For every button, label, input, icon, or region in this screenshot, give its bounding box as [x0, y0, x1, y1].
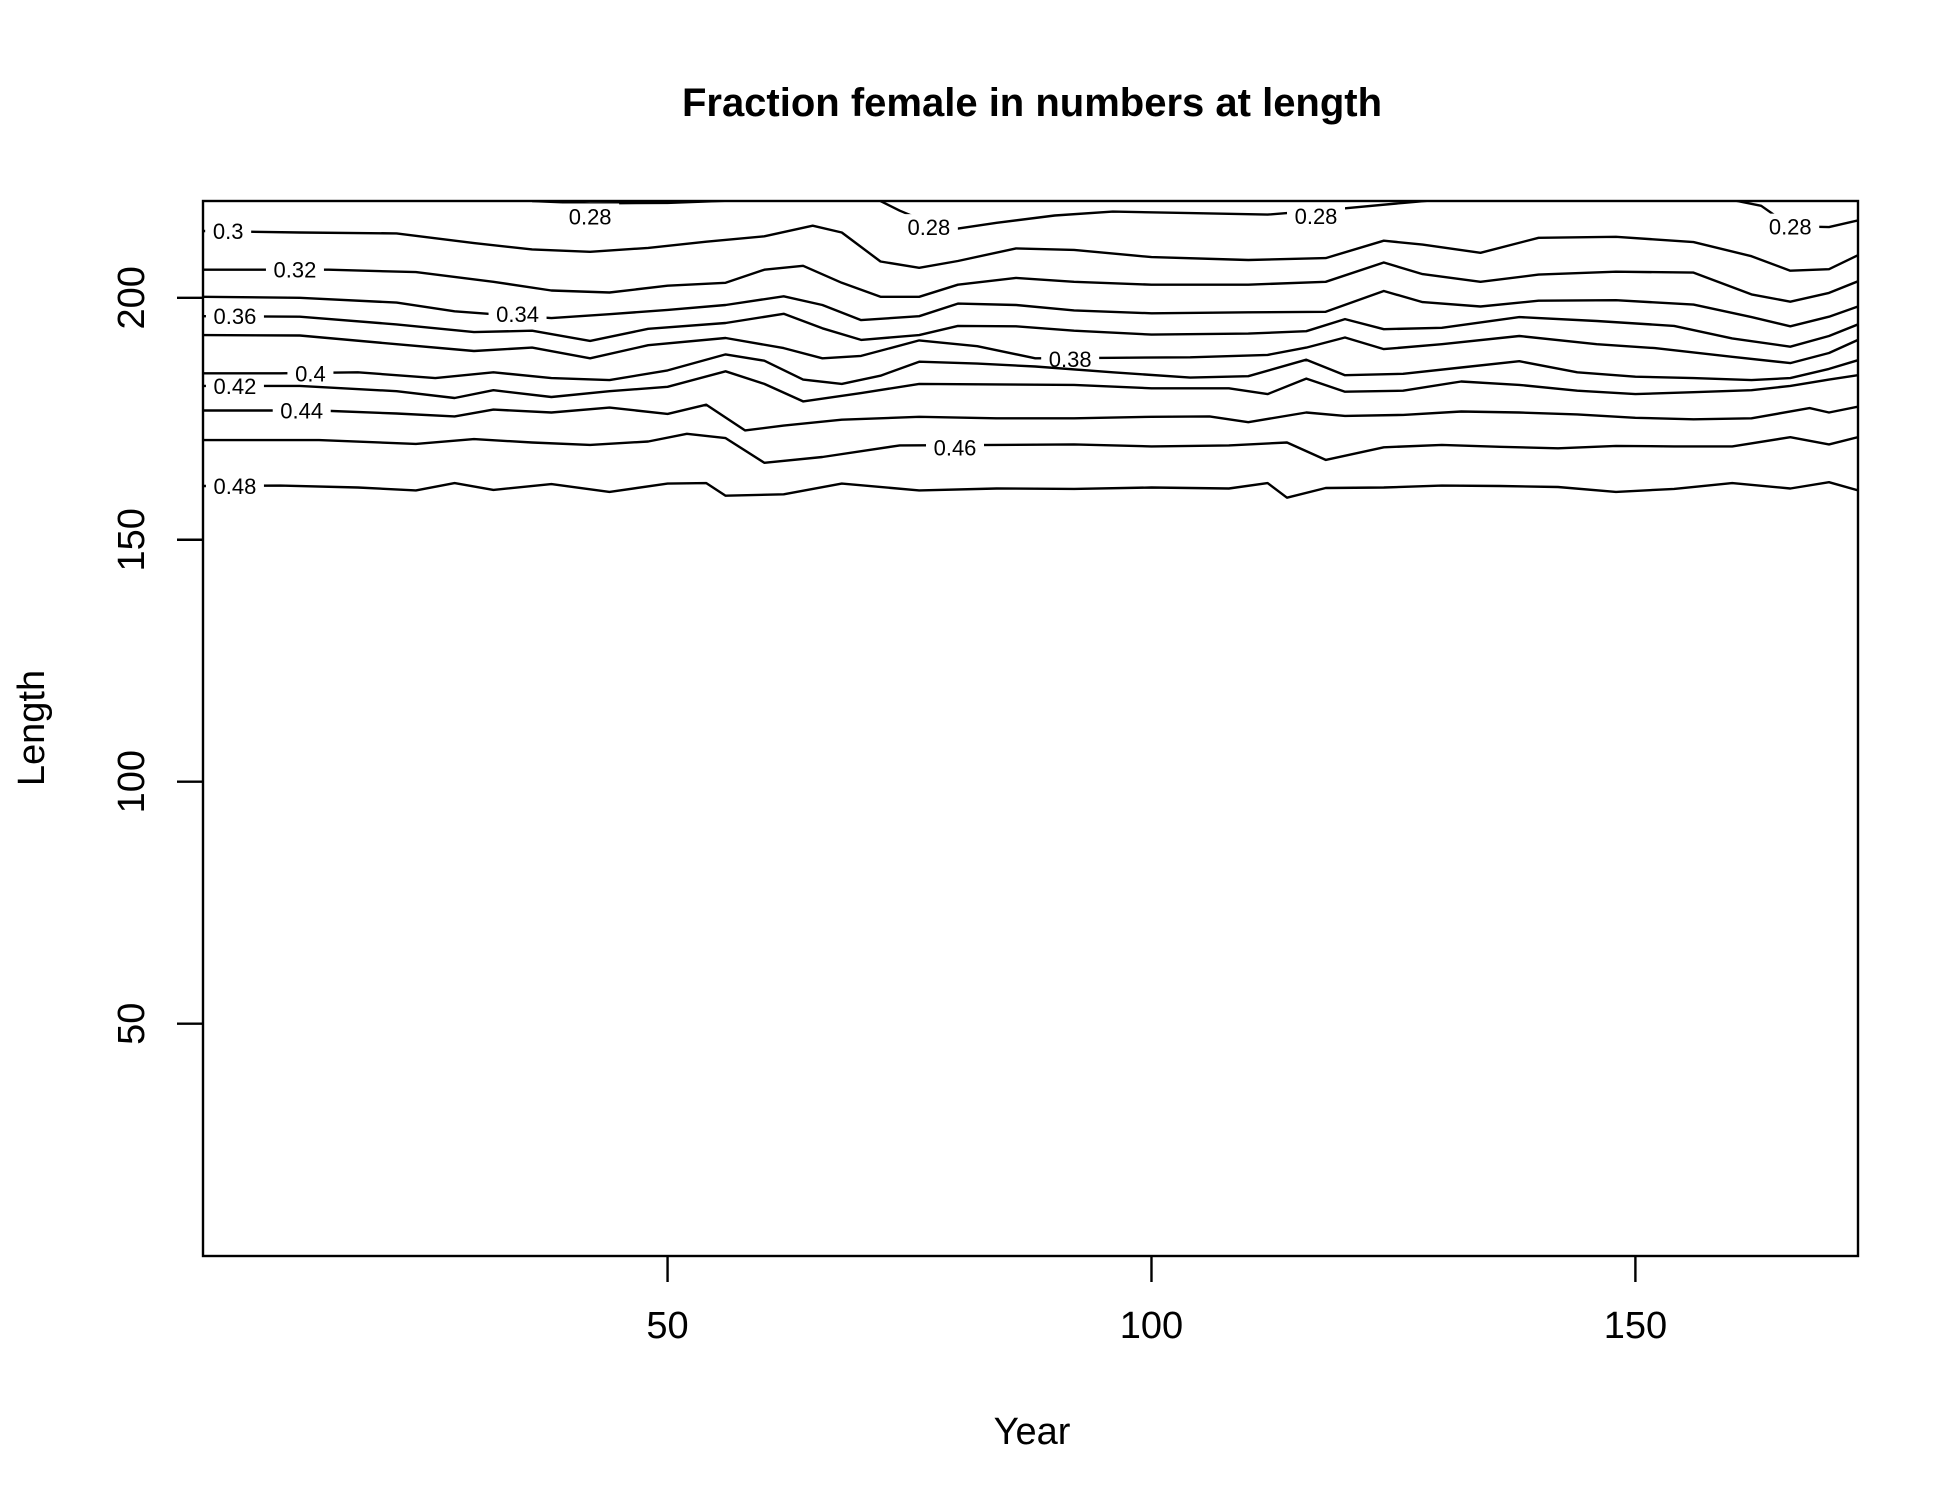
contour-label-0.32: 0.32: [274, 258, 317, 283]
contour-label-0.34: 0.34: [496, 302, 539, 327]
contour-line-0.46: [203, 432, 1858, 464]
contour-line-0.36: [203, 312, 1858, 348]
contour-line-0.28-seg1: [877, 201, 1439, 230]
x-axis: 50 100 150: [646, 1256, 1667, 1347]
contour-line-0.42: [203, 370, 1858, 403]
y-tick-label-200: 200: [111, 266, 153, 329]
contour-line-0.4: [203, 353, 1858, 386]
contour-label-0.48: 0.48: [214, 474, 257, 499]
plot-area: 0.28 0.28 0.28 0.28 0.3 0.32 0.34 0.36 0.380.4 0.…: [203, 201, 1858, 499]
contour-0.3: 0.3: [203, 219, 1858, 272]
contour-line-0.44: [203, 403, 1858, 432]
contour-label-0.28: 0.28: [1769, 215, 1812, 240]
contour-0.48: 0.48: [203, 474, 1858, 499]
contour-label-0.3: 0.3: [213, 219, 244, 244]
contour-label-0.4: 0.4: [295, 361, 326, 386]
x-tick-label-100: 100: [1120, 1305, 1183, 1347]
contour-line-0.28: [532, 201, 748, 205]
y-axis-label: Length: [11, 670, 53, 786]
contour-label-0.28: 0.28: [569, 204, 612, 229]
contour-0.42: 0.42: [203, 370, 1858, 403]
contour-0.46: 0.46: [203, 432, 1858, 464]
y-axis: 50 100 150 200: [111, 266, 203, 1045]
contour-label-0.28: 0.28: [1295, 204, 1338, 229]
contour-label-0.46: 0.46: [934, 435, 977, 460]
contour-line-0.48: [203, 481, 1858, 499]
x-tick-label-50: 50: [646, 1305, 688, 1347]
contour-label-0.44: 0.44: [280, 399, 323, 424]
y-tick-label-100: 100: [111, 750, 153, 813]
x-axis-label: Year: [994, 1411, 1071, 1453]
x-tick-label-150: 150: [1604, 1305, 1667, 1347]
contour-0.36: 0.36: [203, 304, 1858, 348]
contour-line-0.38: [203, 333, 1858, 365]
contour-line-0.28-seg2: [1721, 201, 1858, 229]
contour-label-0.36: 0.36: [214, 304, 257, 329]
y-tick-label-50: 50: [111, 1003, 153, 1045]
contour-0.38: 0.38: [203, 333, 1858, 372]
contour-0.28: 0.28 0.28 0.28 0.28: [532, 201, 1858, 240]
contour-line-0.34: [203, 289, 1858, 328]
contour-line-0.3: [203, 224, 1858, 272]
contour-line-0.32: [203, 261, 1858, 303]
contour-label-0.28: 0.28: [907, 215, 950, 240]
contour-label-0.42: 0.42: [214, 374, 257, 399]
contour-0.32: 0.32: [203, 258, 1858, 303]
contour-0.44: 0.44: [203, 399, 1858, 432]
plot-frame: [201, 199, 1860, 1258]
contour-0.34: 0.34: [203, 289, 1858, 328]
contour-0.4: 0.4: [203, 353, 1858, 386]
chart-title: Fraction female in numbers at length: [682, 81, 1382, 125]
y-tick-label-150: 150: [111, 508, 153, 571]
